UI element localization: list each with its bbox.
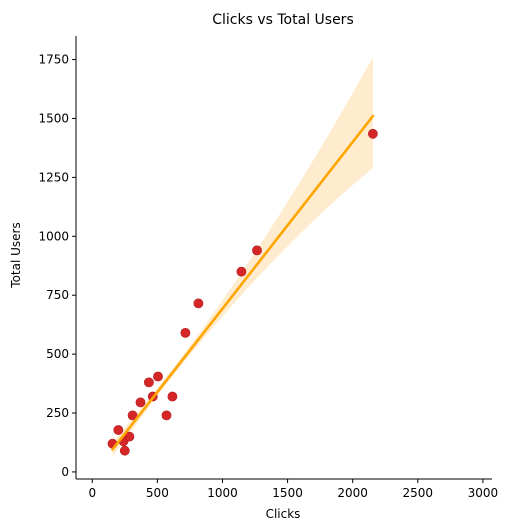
data-point — [161, 410, 172, 421]
data-point — [124, 431, 135, 442]
x-tick-label: 2000 — [337, 486, 368, 500]
x-tick-label: 500 — [146, 486, 169, 500]
y-tick-label: 1750 — [38, 53, 69, 67]
y-tick-label: 750 — [46, 288, 69, 302]
data-point — [127, 410, 138, 421]
x-axis-title: Clicks — [266, 507, 301, 521]
y-tick-label: 500 — [46, 347, 69, 361]
data-point — [367, 128, 378, 139]
y-tick-label: 1250 — [38, 170, 69, 184]
data-point — [135, 397, 146, 408]
y-tick-label: 0 — [61, 465, 69, 479]
regression-line — [111, 114, 375, 451]
regression-line-layer — [111, 114, 375, 451]
data-point — [193, 298, 204, 309]
y-tick-label: 1500 — [38, 111, 69, 125]
y-tick-label: 250 — [46, 406, 69, 420]
data-point — [143, 377, 154, 388]
data-point — [252, 245, 262, 256]
x-tick-label: 1500 — [272, 486, 303, 500]
data-point — [153, 371, 163, 382]
data-point — [180, 327, 191, 338]
y-tick-label: 1000 — [38, 229, 69, 243]
data-point — [167, 391, 178, 402]
chart-title: Clicks vs Total Users — [212, 12, 353, 28]
x-tick-label: 2500 — [403, 486, 434, 500]
x-tick-label: 1000 — [207, 486, 238, 500]
x-tick-label: 0 — [88, 486, 96, 500]
data-point — [119, 445, 130, 456]
axes-layer: 0 500 1000 1500 2000 2500 3000 0 250 500 750 1000 12… — [38, 36, 498, 500]
x-tick-label: 3000 — [468, 486, 499, 500]
data-point — [113, 425, 124, 435]
y-axis-title: Total Users — [9, 222, 23, 288]
data-point — [236, 266, 247, 277]
